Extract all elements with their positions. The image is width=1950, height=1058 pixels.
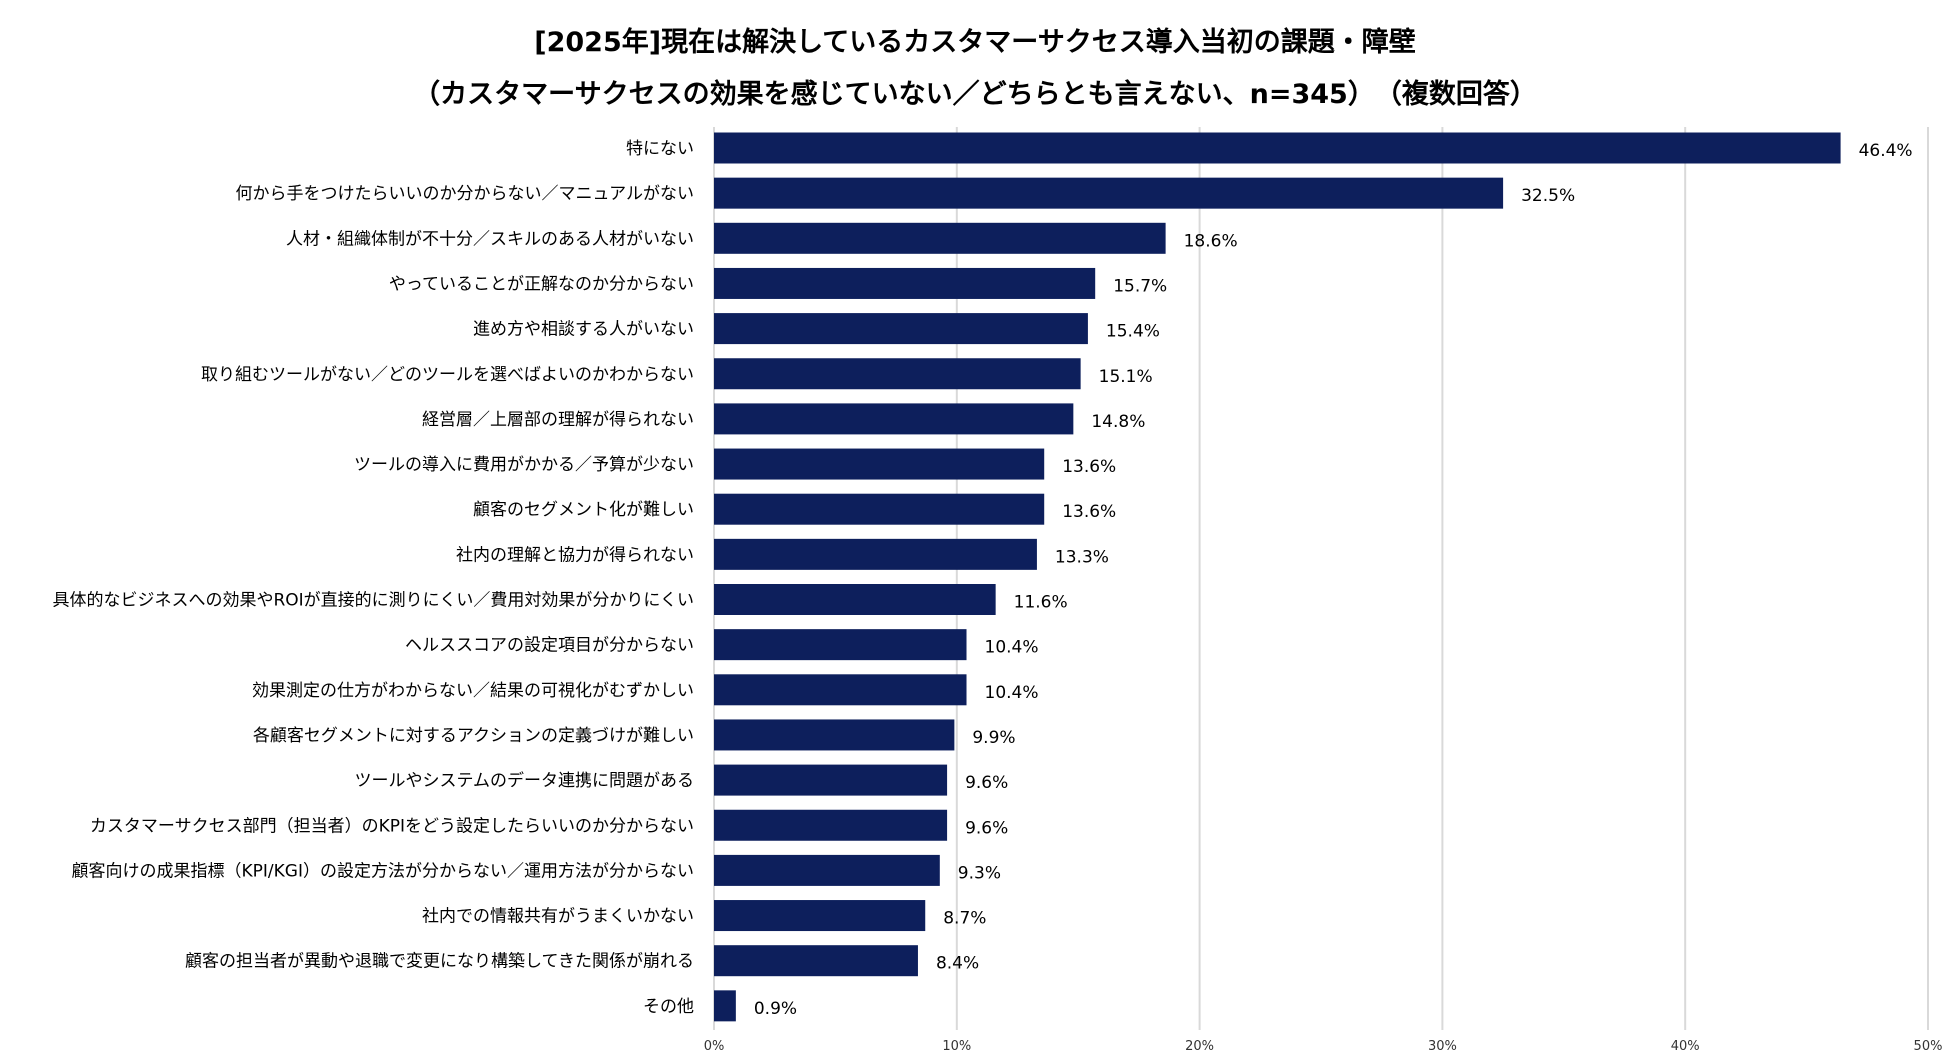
bar bbox=[714, 358, 1081, 390]
bar bbox=[714, 764, 948, 796]
bar bbox=[714, 719, 955, 751]
bar bbox=[714, 448, 1045, 480]
category-label: 経営層／上層部の理解が得られない bbox=[422, 410, 694, 430]
value-label: 13.3% bbox=[1055, 547, 1109, 567]
bar bbox=[714, 222, 1166, 254]
bar bbox=[714, 629, 967, 661]
bar bbox=[714, 990, 736, 1022]
x-tick-label: 0% bbox=[704, 1039, 725, 1054]
value-label: 0.9% bbox=[754, 999, 797, 1019]
bar bbox=[714, 313, 1088, 345]
value-label: 18.6% bbox=[1184, 231, 1238, 251]
bar bbox=[714, 403, 1074, 435]
bar bbox=[714, 177, 1504, 209]
value-label: 13.6% bbox=[1062, 457, 1116, 477]
bar bbox=[714, 854, 940, 886]
x-axis-tick-labels: 0% 10% 20% 30% 40% 50% bbox=[704, 1039, 1943, 1054]
value-label: 10.4% bbox=[985, 638, 1039, 658]
category-label: カスタマーサクセス部門（担当者）のKPIをどう設定したらいいのか分からない bbox=[90, 816, 694, 836]
category-label: その他 bbox=[643, 997, 694, 1017]
x-tick-label: 40% bbox=[1671, 1039, 1700, 1054]
chart-subtitle: （カスタマーサクセスの効果を感じていない／どちらとも言えない、n=345） （複… bbox=[413, 79, 1537, 110]
category-label: やっていることが正解なのか分からない bbox=[389, 274, 694, 294]
category-label: 各顧客セグメントに対するアクションの定義づけが難しい bbox=[253, 726, 694, 746]
value-label: 10.4% bbox=[985, 683, 1039, 703]
value-label: 32.5% bbox=[1521, 186, 1575, 206]
bar bbox=[714, 267, 1096, 299]
value-label: 8.4% bbox=[936, 954, 979, 974]
category-label: ツールの導入に費用がかかる／予算が少ない bbox=[354, 455, 694, 475]
bar bbox=[714, 538, 1037, 570]
value-label: 15.4% bbox=[1106, 322, 1160, 342]
category-label: 具体的なビジネスへの効果やROIが直接的に測りにくい／費用対効果が分かりにくい bbox=[52, 591, 694, 611]
value-label: 9.9% bbox=[972, 728, 1015, 748]
value-label: 9.6% bbox=[965, 773, 1008, 793]
value-label: 13.6% bbox=[1062, 502, 1116, 522]
value-label: 15.1% bbox=[1099, 367, 1153, 387]
category-label: 効果測定の仕方がわからない／結果の可視化がむずかしい bbox=[252, 681, 694, 701]
category-label: 社内での情報共有がうまくいかない bbox=[422, 907, 694, 927]
chart-title: [2025年]現在は解決しているカスタマーサクセス導入当初の課題・障壁 bbox=[534, 27, 1416, 58]
bar bbox=[714, 584, 996, 615]
value-label: 8.7% bbox=[943, 909, 986, 929]
x-tick-label: 10% bbox=[942, 1039, 971, 1054]
bar bbox=[714, 674, 967, 706]
value-labels: 46.4% 32.5% 18.6% 15.7% 15.4% 15.1% 14.8% 13.6%… bbox=[754, 141, 1913, 1019]
gridlines bbox=[713, 127, 1929, 1030]
category-label: 何から手をつけたらいいのか分からない／マニュアルがない bbox=[236, 184, 695, 204]
bar bbox=[714, 132, 1841, 164]
category-label: 進め方や相談する人がいない bbox=[473, 320, 694, 340]
value-label: 11.6% bbox=[1014, 593, 1068, 613]
value-label: 9.6% bbox=[965, 818, 1008, 838]
category-labels: 特にない何から手をつけたらいいのか分からない／マニュアルがない人材・組織体制が不… bbox=[52, 139, 694, 1017]
value-label: 46.4% bbox=[1859, 141, 1913, 161]
x-tick-label: 30% bbox=[1428, 1039, 1457, 1054]
bar bbox=[714, 945, 918, 977]
category-label: 特にない bbox=[626, 139, 694, 159]
x-tick-label: 20% bbox=[1185, 1039, 1214, 1054]
category-label: 顧客のセグメント化が難しい bbox=[473, 500, 694, 520]
bars bbox=[714, 132, 1841, 1022]
category-label: 顧客の担当者が異動や退職で変更になり構築してきた関係が崩れる bbox=[185, 952, 694, 972]
value-label: 15.7% bbox=[1113, 276, 1167, 296]
bar bbox=[714, 809, 948, 841]
category-label: ヘルススコアの設定項目が分からない bbox=[405, 636, 694, 656]
value-label: 14.8% bbox=[1091, 412, 1145, 432]
category-label: 人材・組織体制が不十分／スキルのある人材がいない bbox=[286, 229, 694, 249]
category-label: 顧客向けの成果指標（KPI/KGI）の設定方法が分からない／運用方法が分からない bbox=[72, 861, 694, 881]
value-label: 9.3% bbox=[958, 863, 1001, 883]
bar bbox=[714, 900, 926, 932]
category-label: 社内の理解と協力が得られない bbox=[456, 545, 694, 565]
bar bbox=[714, 493, 1045, 525]
category-label: ツールやシステムのデータ連携に問題がある bbox=[355, 770, 695, 791]
x-tick-label: 50% bbox=[1914, 1039, 1943, 1054]
category-label: 取り組むツールがない／どのツールを選べばよいのかわからない bbox=[201, 365, 694, 385]
